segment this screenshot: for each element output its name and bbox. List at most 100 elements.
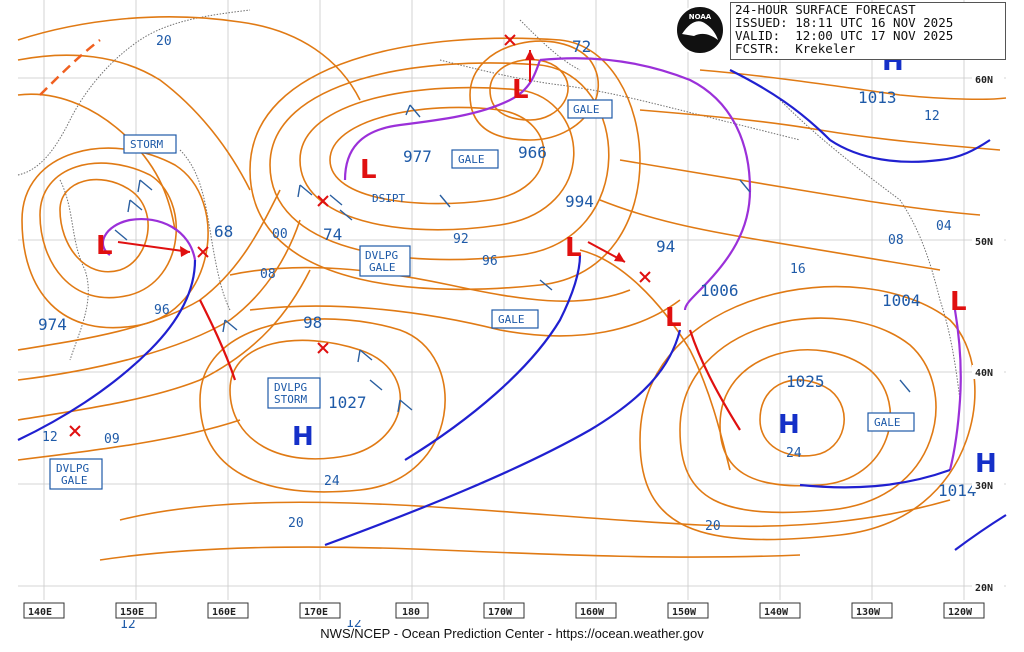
pressure-label: 74 — [323, 225, 342, 244]
cold-front-far-southeast — [954, 514, 1007, 551]
pressure-label: 1014 — [938, 481, 977, 500]
svg-text:30N: 30N — [975, 481, 993, 492]
pressure-label: 1004 — [882, 291, 921, 310]
warning-dvlpg: DVLPG — [56, 462, 89, 475]
warning-gale: GALE — [498, 313, 525, 326]
warning-boxes: STORM GALE GALE DVLPG GALE GALE GALE DVL… — [49, 99, 915, 490]
svg-text:92: 92 — [453, 232, 469, 247]
svg-text:09: 09 — [104, 432, 120, 447]
svg-text:16: 16 — [790, 262, 806, 277]
low-L-west: L — [96, 231, 113, 261]
low-centers: L L L L L L — [96, 75, 967, 333]
svg-text:40N: 40N — [975, 368, 993, 379]
pressure-label: 94 — [656, 237, 675, 256]
occluded-front-southeast — [948, 309, 962, 471]
svg-text:96: 96 — [482, 254, 498, 269]
pressure-label: 1013 — [858, 88, 897, 107]
svg-text:150E: 150E — [120, 607, 144, 618]
pressure-label: 72 — [572, 37, 591, 56]
isobar-labels: 20 00 08 92 96 96 12 04 08 16 24 24 20 2… — [42, 34, 952, 632]
pressure-label: 98 — [303, 313, 322, 332]
dsipt-label: DSIPT — [372, 192, 405, 205]
low-L-north: L — [512, 75, 529, 105]
pressure-label: 1025 — [786, 372, 825, 391]
svg-text:NOAA: NOAA — [689, 13, 712, 21]
warning-gale: GALE — [874, 416, 901, 429]
cold-front-east — [324, 329, 682, 547]
cold-front-northeast — [729, 69, 991, 163]
footer-credit: NWS/NCEP - Ocean Prediction Center - htt… — [320, 626, 704, 641]
svg-text:170E: 170E — [304, 607, 328, 618]
warning-dvlpg: DVLPG — [365, 249, 398, 262]
low-L-central: L — [360, 155, 377, 185]
svg-text:20N: 20N — [975, 583, 993, 594]
svg-text:04: 04 — [936, 219, 952, 234]
wind-barbs — [114, 104, 911, 413]
graticule — [18, 0, 1006, 600]
svg-text:08: 08 — [260, 267, 276, 282]
svg-text:50N: 50N — [975, 237, 993, 248]
pressure-label: 977 — [403, 147, 432, 166]
low-L-midpacific: L — [565, 233, 582, 263]
cold-front-southeast — [799, 468, 951, 489]
cold-front-central — [404, 254, 582, 461]
warm-front-east — [688, 329, 741, 431]
warning-gale: GALE — [61, 474, 88, 487]
occluded-front-east — [539, 57, 752, 311]
svg-text:130W: 130W — [856, 607, 881, 618]
fronts — [17, 39, 1007, 551]
warning-gale: GALE — [369, 261, 396, 274]
longitude-labels: 140E 150E 160E 170E 180 170W 160W 150W 1… — [18, 602, 1006, 620]
warning-dvlpg: DVLPG — [274, 381, 307, 394]
high-H-west: H — [292, 422, 314, 452]
svg-text:160E: 160E — [212, 607, 236, 618]
low-L-coast: L — [950, 287, 967, 317]
pressure-label: 974 — [38, 315, 67, 334]
pressure-label: 1027 — [328, 393, 367, 412]
svg-text:150W: 150W — [672, 607, 697, 618]
pressure-label: 1006 — [700, 281, 739, 300]
warning-storm: STORM — [130, 138, 163, 151]
svg-text:12: 12 — [120, 617, 136, 632]
svg-text:120W: 120W — [948, 607, 973, 618]
svg-text:08: 08 — [888, 233, 904, 248]
valid-time: VALID: 12:00 UTC 17 NOV 2025 — [735, 28, 954, 43]
high-H-east: H — [778, 410, 800, 440]
svg-text:96: 96 — [154, 303, 170, 318]
svg-text:60N: 60N — [975, 75, 993, 86]
product-title: 24-HOUR SURFACE FORECAST — [735, 2, 916, 17]
issued-time: ISSUED: 18:11 UTC 16 NOV 2025 — [735, 15, 954, 30]
x-markers — [69, 34, 651, 437]
forecast-info-box: 24-HOUR SURFACE FORECAST ISSUED: 18:11 U… — [730, 2, 1006, 60]
svg-text:20: 20 — [156, 34, 172, 49]
pressure-label: 994 — [565, 192, 594, 211]
svg-text:170W: 170W — [488, 607, 513, 618]
trough-line — [39, 39, 101, 96]
occluded-front-central — [343, 59, 542, 181]
warm-front-west — [199, 299, 237, 381]
forecaster: FCSTR: Krekeler — [735, 41, 856, 56]
pressure-labels: 974 977 966 994 1006 1004 1013 1025 1027… — [38, 37, 977, 500]
pressure-label: 966 — [518, 143, 547, 162]
low-L-east: L — [665, 303, 682, 333]
svg-text:20: 20 — [288, 516, 304, 531]
coastlines — [17, 9, 961, 401]
svg-text:00: 00 — [272, 227, 288, 242]
svg-text:140E: 140E — [28, 607, 52, 618]
svg-text:160W: 160W — [580, 607, 605, 618]
svg-text:20: 20 — [705, 519, 721, 534]
svg-text:12: 12 — [42, 430, 58, 445]
warning-storm: STORM — [274, 393, 307, 406]
svg-text:24: 24 — [324, 474, 340, 489]
high-H-southeast: H — [975, 449, 997, 479]
svg-text:180: 180 — [402, 607, 420, 618]
pressure-label: 68 — [214, 222, 233, 241]
warning-gale: GALE — [458, 153, 485, 166]
cold-front-west — [17, 259, 197, 441]
svg-text:140W: 140W — [764, 607, 789, 618]
latitude-labels: 60N 50N 40N 30N 20N — [972, 72, 1004, 594]
movement-arrows — [117, 50, 626, 263]
occluded-front-west — [101, 217, 197, 261]
svg-text:24: 24 — [786, 446, 802, 461]
